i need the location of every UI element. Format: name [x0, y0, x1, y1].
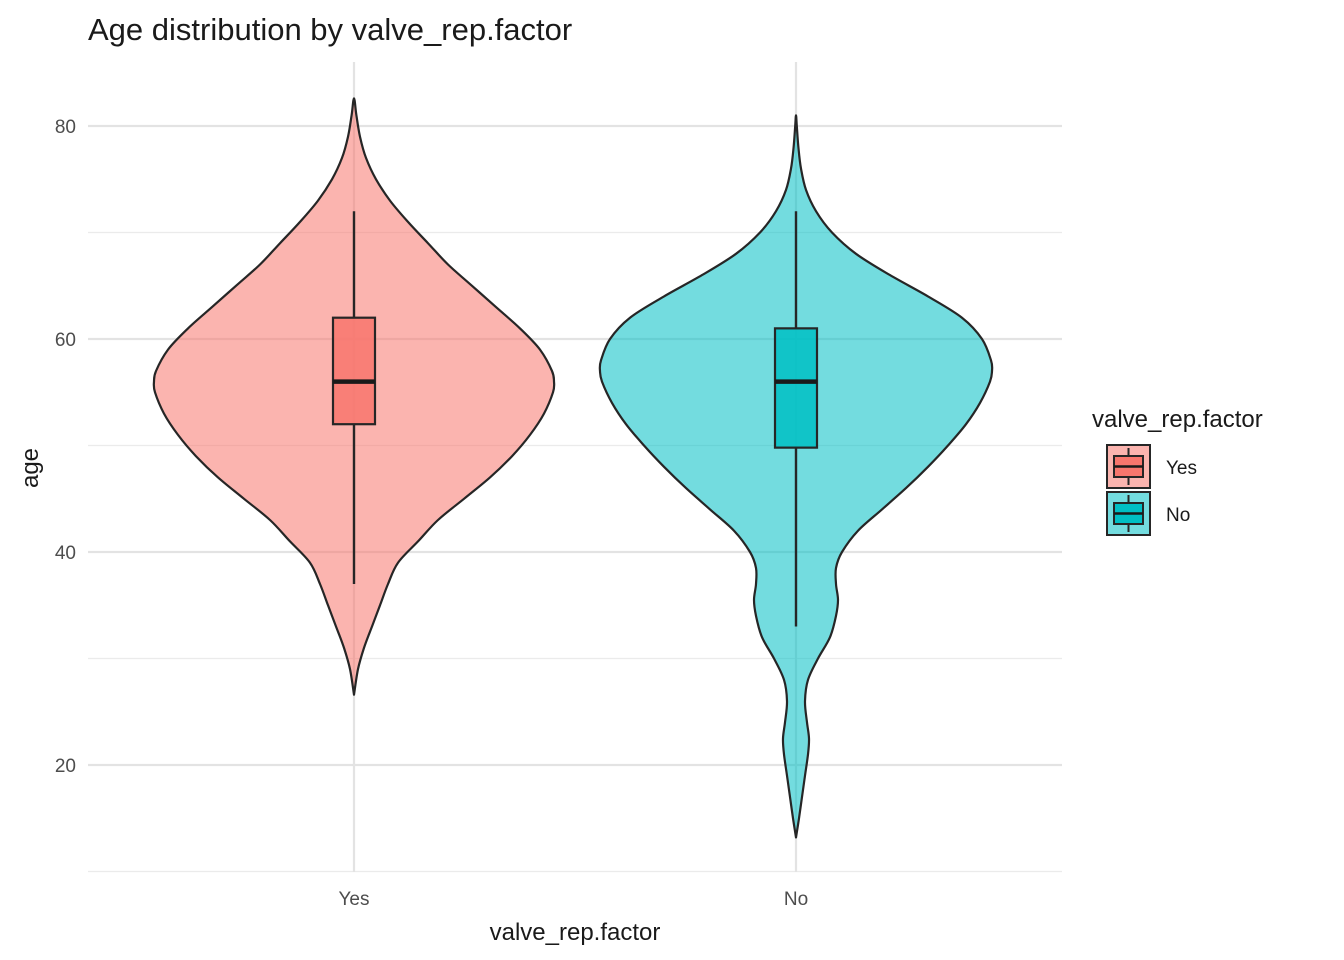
violins-layer	[152, 97, 994, 839]
y-axis-title: age	[17, 448, 44, 488]
y-tick-label: 20	[55, 756, 76, 777]
legend-items: Yes No	[1106, 444, 1197, 536]
y-tick-label: 40	[55, 543, 76, 564]
legend-label: No	[1166, 505, 1190, 526]
y-tick-labels: 20 40 60 80	[55, 117, 76, 777]
boxplots-layer	[331, 211, 819, 627]
y-tick-label: 60	[55, 330, 76, 351]
box-yes	[331, 316, 377, 426]
x-tick-label: No	[784, 889, 808, 910]
legend-label: Yes	[1166, 458, 1197, 479]
chart-title: Age distribution by valve_rep.factor	[88, 12, 572, 47]
x-axis-title: valve_rep.factor	[490, 919, 661, 946]
y-tick-label: 80	[55, 117, 76, 138]
legend-title: valve_rep.factor	[1092, 406, 1263, 433]
legend-item-yes: Yes	[1106, 444, 1197, 489]
x-tick-labels: Yes No	[339, 889, 809, 910]
legend-item-no: No	[1106, 491, 1190, 536]
legend: valve_rep.factor Yes No	[1092, 406, 1263, 536]
x-tick-label: Yes	[339, 889, 370, 910]
box-no	[773, 327, 819, 449]
